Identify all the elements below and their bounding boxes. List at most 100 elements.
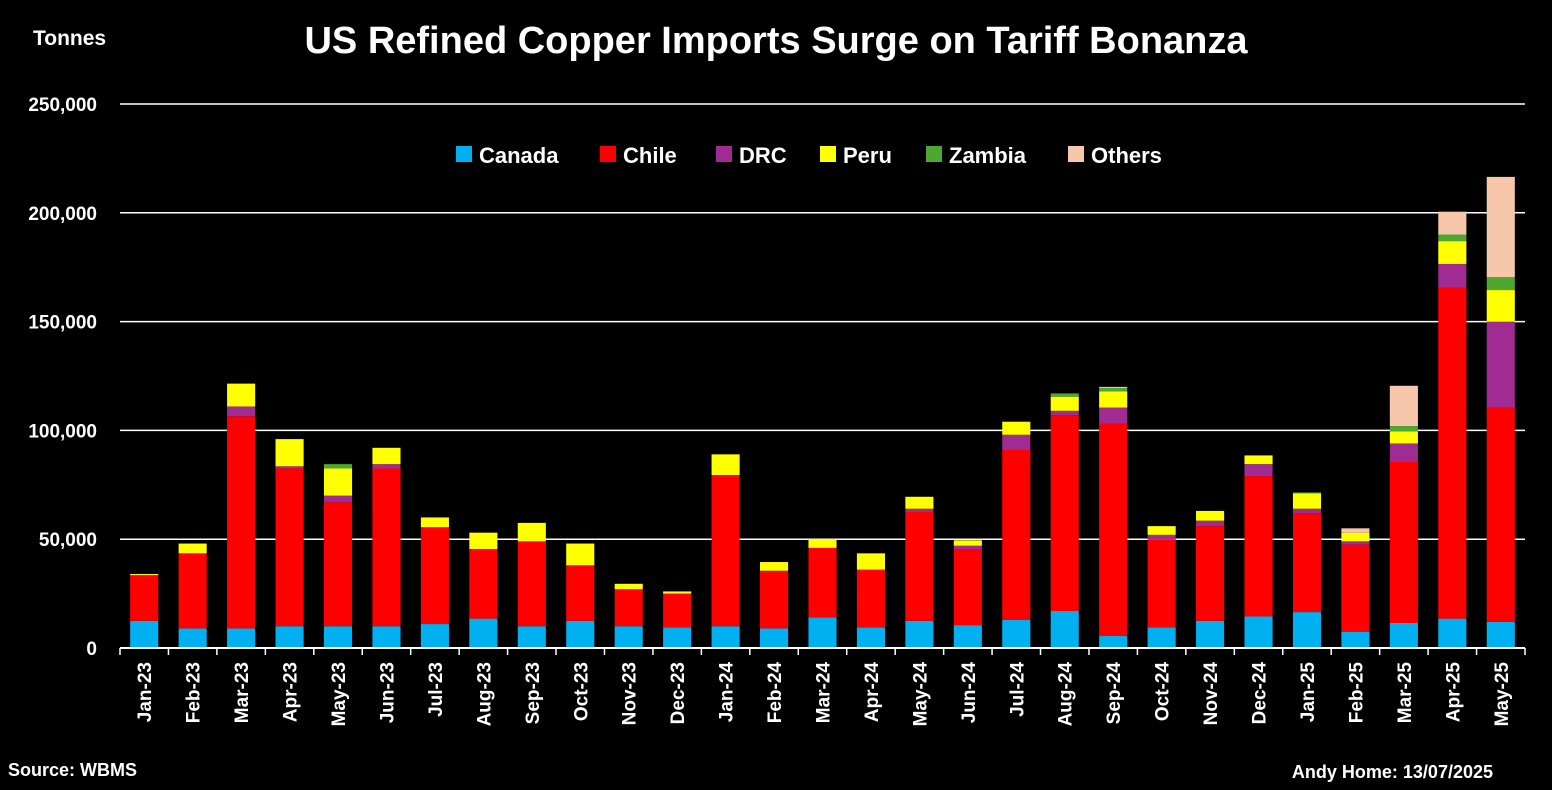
- bar-segment-canada: [1244, 616, 1273, 648]
- bar-segment-chile: [566, 565, 595, 621]
- bar-segment-chile: [663, 593, 692, 628]
- x-tick-label: May-23: [329, 662, 350, 726]
- legend-label-others: Others: [1091, 143, 1162, 168]
- bar-segment-chile: [227, 416, 256, 629]
- bar-segment-peru: [275, 439, 304, 467]
- legend-label-peru: Peru: [843, 143, 892, 168]
- x-tick-label: Nov-24: [1201, 662, 1222, 726]
- gridlines: [120, 103, 1525, 540]
- bar-segment-peru: [1147, 526, 1176, 535]
- bar-segment-others: [1341, 528, 1370, 533]
- x-tick-label: Oct-23: [571, 662, 592, 721]
- x-tick-label: Aug-24: [1056, 662, 1077, 727]
- bar-segment-zambia: [1438, 234, 1467, 242]
- bar-segment-peru: [856, 553, 885, 570]
- bar-segment-drc: [1438, 263, 1467, 288]
- bar-segment-peru: [130, 574, 159, 576]
- bar-segment-canada: [711, 626, 740, 648]
- bar-segment-chile: [711, 475, 740, 627]
- x-tick-label: Jan-24: [717, 662, 738, 723]
- bar-segment-canada: [227, 628, 256, 648]
- bar-segment-drc: [1341, 541, 1370, 545]
- bar-segment-chile: [905, 512, 934, 621]
- x-tick-label: May-24: [910, 662, 931, 727]
- y-tick-label: 200,000: [28, 204, 97, 225]
- x-tick-label: Nov-23: [620, 662, 641, 725]
- bar-segment-zambia: [1292, 492, 1322, 494]
- bar-segment-canada: [905, 620, 934, 648]
- bar-segment-canada: [1050, 611, 1079, 648]
- y-tick-label: 0: [86, 639, 97, 660]
- y-tick-label: 100,000: [28, 421, 97, 442]
- bar-segment-peru: [420, 517, 449, 528]
- bar-segment-canada: [566, 620, 595, 648]
- x-tick-label: Feb-24: [765, 662, 786, 724]
- bar-segment-peru: [711, 454, 740, 476]
- bar-segment-chile: [517, 541, 546, 627]
- bar-segment-chile: [808, 547, 837, 618]
- x-tick-label: Feb-23: [184, 662, 205, 723]
- bar-segment-drc: [1244, 464, 1273, 477]
- bar-segment-chile: [1002, 449, 1031, 620]
- bar-segment-peru: [227, 383, 256, 407]
- x-tick-label: Jul-24: [1007, 662, 1028, 717]
- bar-segment-canada: [517, 626, 546, 648]
- bar-segment-peru: [905, 496, 934, 509]
- legend-label-chile: Chile: [623, 143, 677, 168]
- bar-segment-drc: [1147, 534, 1176, 540]
- bar-segment-canada: [1196, 620, 1225, 648]
- bar-segment-chile: [323, 502, 353, 627]
- bar-segment-canada: [808, 617, 837, 648]
- bar-segment-canada: [614, 626, 643, 648]
- bar-segment-zambia: [1050, 393, 1079, 397]
- x-tick-labels: Jan-23 Feb-23 Mar-23 Apr-23 May-23 Jun-23 Jul-…: [135, 662, 1513, 727]
- bar-segment-chile: [1244, 476, 1273, 617]
- bar-segment-canada: [856, 627, 885, 648]
- y-tick-label: 250,000: [28, 95, 97, 116]
- bar-segment-chile: [1389, 461, 1418, 623]
- bars: [130, 176, 1515, 648]
- chart-title: US Refined Copper Imports Surge on Tarif…: [304, 20, 1248, 62]
- bar-segment-drc: [275, 466, 304, 469]
- bar-segment-peru: [1050, 396, 1079, 411]
- bar-segment-drc: [1389, 443, 1418, 462]
- bar-segment-canada: [130, 620, 159, 648]
- y-tick-labels: 0 50,000 100,000 150,000 200,000 250,000: [28, 95, 97, 660]
- legend: Canada Chile DRC Peru Zambia Others: [456, 143, 1162, 168]
- bar-segment-others: [1486, 176, 1515, 277]
- x-tick-label: Jul-23: [426, 662, 447, 717]
- bar-segment-peru: [1099, 391, 1128, 408]
- x-tick-label: Oct-24: [1153, 662, 1174, 722]
- bar-segment-peru: [323, 468, 353, 496]
- bar-segment-peru: [1438, 241, 1467, 264]
- x-tick-label: Mar-24: [814, 662, 835, 724]
- bar-segment-chile: [469, 548, 498, 619]
- legend-label-canada: Canada: [479, 143, 559, 168]
- bar-segment-canada: [275, 626, 304, 648]
- x-tick-label: May-25: [1492, 662, 1513, 727]
- bar-segment-peru: [614, 583, 643, 590]
- bar-segment-peru: [566, 543, 595, 566]
- x-tick-label: Apr-24: [862, 662, 883, 723]
- bar-segment-chile: [178, 553, 207, 629]
- bar-segment-peru: [469, 532, 498, 549]
- bar-segment-drc: [1002, 434, 1031, 450]
- y-tick-label: 150,000: [28, 313, 97, 334]
- bar-segment-chile: [420, 527, 449, 625]
- bar-segment-peru: [1244, 455, 1273, 465]
- bar-segment-drc: [1486, 321, 1515, 408]
- x-tick-label: Dec-23: [668, 662, 689, 724]
- legend-swatch-peru: [820, 146, 836, 162]
- bar-segment-peru: [1341, 532, 1370, 542]
- bar-segment-drc: [323, 495, 353, 503]
- bar-segment-peru: [1002, 421, 1031, 435]
- author-credit: Andy Home: 13/07/2025: [1292, 762, 1493, 782]
- bar-segment-chile: [1438, 287, 1467, 619]
- bar-segment-canada: [420, 624, 449, 648]
- bar-segment-chile: [1147, 539, 1176, 628]
- x-tick-label: Mar-23: [232, 662, 253, 723]
- bar-segment-drc: [1292, 508, 1322, 514]
- legend-swatch-drc: [716, 146, 732, 162]
- bar-segment-drc: [1099, 407, 1128, 424]
